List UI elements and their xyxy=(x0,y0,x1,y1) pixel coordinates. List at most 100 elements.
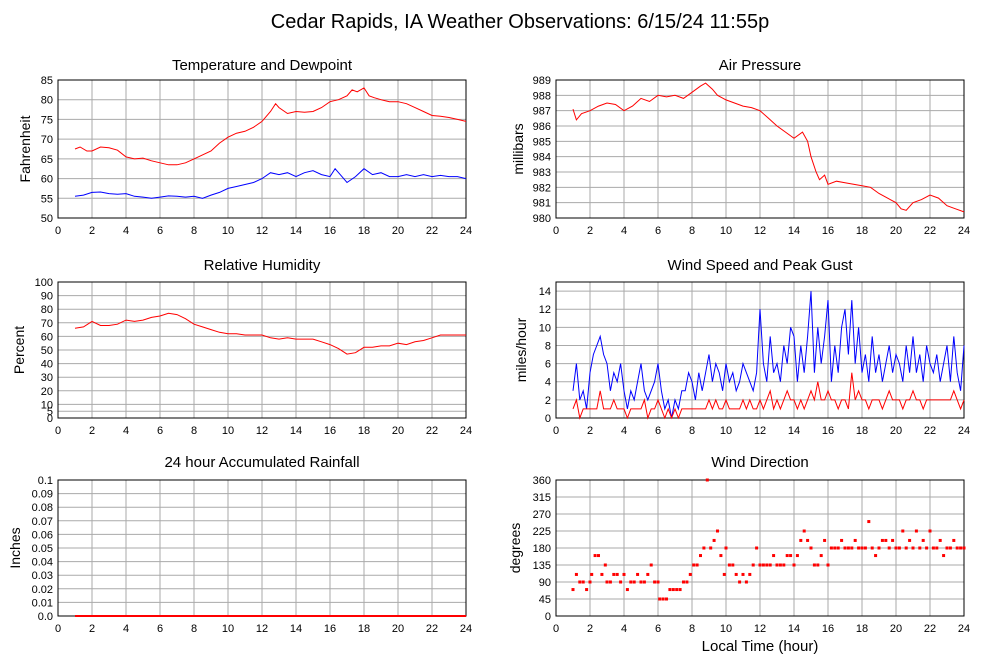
x-tick-label: 8 xyxy=(191,623,197,635)
x-tick-label: 24 xyxy=(460,225,472,237)
data-point xyxy=(682,580,685,584)
data-point xyxy=(846,546,850,550)
data-point xyxy=(642,580,646,584)
data-point xyxy=(603,563,607,567)
y-tick-label: 90 xyxy=(41,291,53,303)
data-point xyxy=(675,588,679,592)
data-point xyxy=(705,478,709,482)
y-tick-label: 12 xyxy=(539,304,551,316)
plot-frame xyxy=(555,79,965,219)
data-point xyxy=(709,546,713,550)
data-point xyxy=(646,572,650,576)
data-point xyxy=(585,588,589,592)
data-point xyxy=(600,572,604,576)
x-tick-label: 2 xyxy=(587,623,593,635)
x-tick-label: 8 xyxy=(689,425,695,437)
y-tick-label: 988 xyxy=(533,90,551,102)
x-tick-label: 4 xyxy=(123,225,129,237)
x-tick-label: 6 xyxy=(157,225,163,237)
x-tick-label: 0 xyxy=(55,623,61,635)
data-point xyxy=(615,572,619,576)
y-axis-label: millibars xyxy=(510,123,526,174)
y-tick-label: 0 xyxy=(47,413,53,425)
data-point xyxy=(731,563,735,567)
data-point xyxy=(688,572,692,576)
y-tick-label: 0.07 xyxy=(32,516,53,528)
data-point xyxy=(571,588,575,592)
chart-title: Temperature and Dewpoint xyxy=(172,57,353,74)
data-point xyxy=(702,546,706,550)
data-point xyxy=(925,546,929,550)
data-point xyxy=(867,520,871,524)
x-tick-label: 8 xyxy=(191,225,197,237)
y-tick-label: 980 xyxy=(533,213,551,225)
data-point xyxy=(632,580,636,584)
x-tick-label: 12 xyxy=(256,623,268,635)
data-point xyxy=(860,546,864,550)
x-tick-label: 4 xyxy=(621,225,627,237)
chart-humidity: Relative HumidityPercent0510203040506070… xyxy=(11,257,472,437)
data-point xyxy=(578,580,582,584)
y-tick-label: 360 xyxy=(533,475,551,487)
data-point xyxy=(840,538,844,542)
y-tick-label: 14 xyxy=(539,286,551,298)
x-tick-label: 22 xyxy=(924,425,936,437)
x-tick-label: 12 xyxy=(754,225,766,237)
y-tick-label: 981 xyxy=(533,198,551,210)
y-tick-label: 65 xyxy=(41,154,53,166)
data-point xyxy=(911,546,915,550)
x-tick-label: 6 xyxy=(157,425,163,437)
y-tick-label: 0.03 xyxy=(32,570,53,582)
data-point xyxy=(877,546,881,550)
data-point xyxy=(622,572,626,576)
data-point xyxy=(914,529,918,533)
x-tick-label: 8 xyxy=(191,425,197,437)
data-point xyxy=(608,580,612,584)
x-tick-label: 2 xyxy=(587,225,593,237)
data-point xyxy=(639,580,643,584)
data-point xyxy=(891,538,895,542)
y-tick-label: 60 xyxy=(41,331,53,343)
y-tick-label: 0.06 xyxy=(32,529,53,541)
plot-frame xyxy=(57,281,467,419)
x-tick-label: 24 xyxy=(958,425,970,437)
y-tick-label: 270 xyxy=(533,509,551,521)
series-line-1 xyxy=(572,372,965,420)
data-point xyxy=(772,554,776,558)
data-point xyxy=(921,538,925,542)
data-point xyxy=(574,572,578,576)
y-tick-label: 60 xyxy=(41,174,53,186)
data-point xyxy=(931,546,935,550)
x-tick-label: 8 xyxy=(689,623,695,635)
data-point xyxy=(955,546,959,550)
x-tick-label: 20 xyxy=(890,623,902,635)
data-point xyxy=(665,597,668,601)
data-point xyxy=(671,588,675,592)
data-point xyxy=(597,554,600,558)
y-tick-label: 20 xyxy=(41,386,53,398)
chart-temp: Temperature and DewpointFahrenheit505560… xyxy=(17,57,472,237)
x-tick-label: 0 xyxy=(55,425,61,437)
x-tick-label: 22 xyxy=(924,623,936,635)
y-tick-label: 90 xyxy=(539,577,551,589)
data-point xyxy=(695,563,699,567)
data-point xyxy=(668,588,672,592)
data-point xyxy=(843,546,847,550)
data-point xyxy=(795,554,799,558)
data-point xyxy=(605,580,609,584)
series-line-0 xyxy=(74,312,466,355)
y-tick-label: 989 xyxy=(533,75,551,87)
data-point xyxy=(938,538,942,542)
data-point xyxy=(692,563,696,567)
y-tick-label: 75 xyxy=(41,114,53,126)
x-tick-label: 6 xyxy=(655,425,661,437)
series-line-1 xyxy=(74,167,467,199)
x-tick-label: 6 xyxy=(157,623,163,635)
data-point xyxy=(619,580,623,584)
x-tick-label: 24 xyxy=(958,225,970,237)
y-axis-label: Fahrenheit xyxy=(17,115,33,182)
x-tick-label: 4 xyxy=(621,425,627,437)
y-axis-label: degrees xyxy=(507,523,523,574)
y-tick-label: 987 xyxy=(533,106,551,118)
y-tick-label: 6 xyxy=(545,359,551,371)
